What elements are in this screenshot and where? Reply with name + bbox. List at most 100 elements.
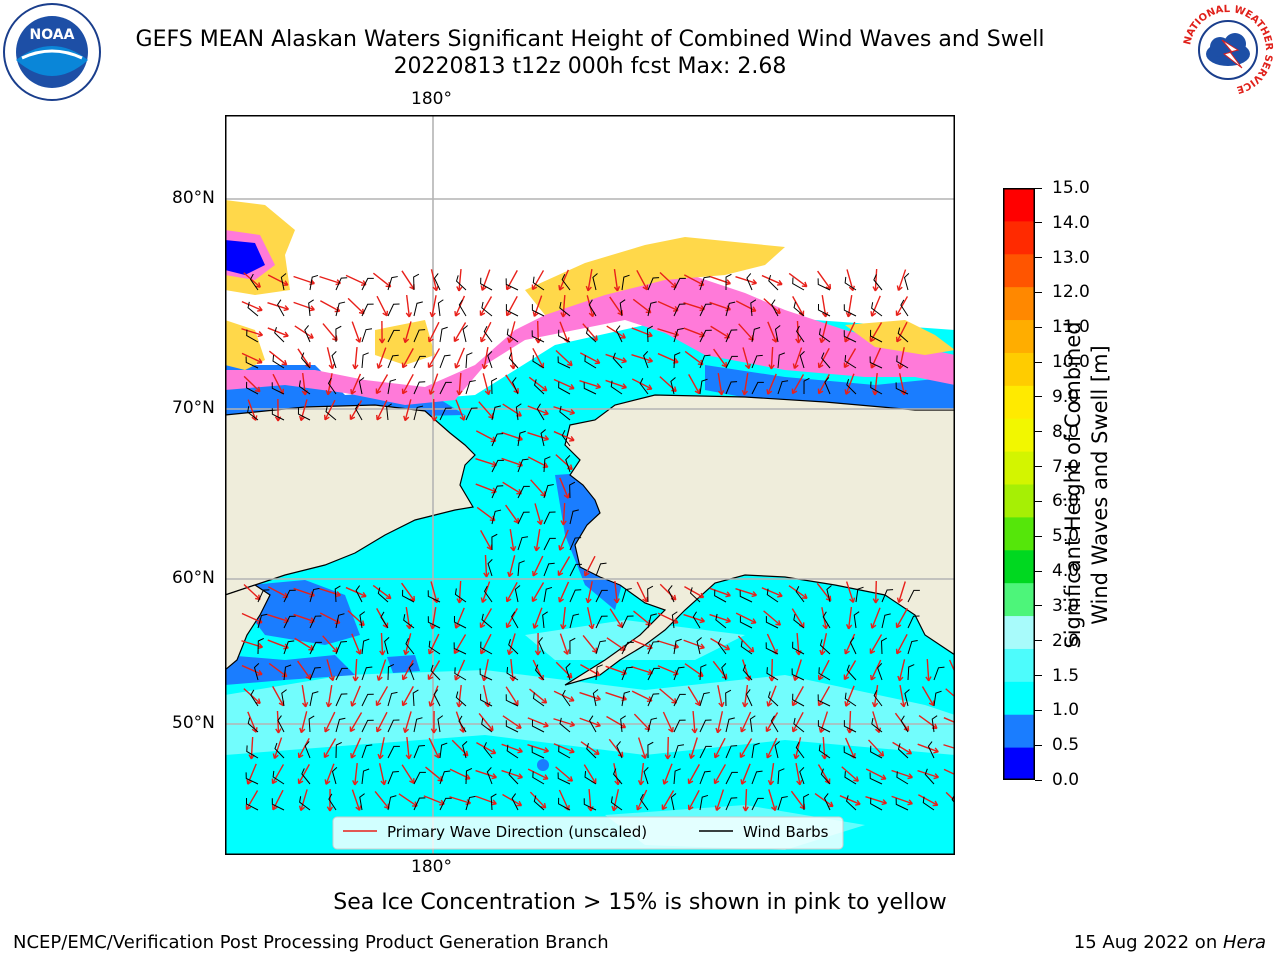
colorbar-tick-mark — [1035, 257, 1042, 259]
wind-barb — [844, 276, 857, 291]
wave-direction-arrowhead — [309, 305, 315, 312]
lat-label-80: 80°N — [172, 188, 215, 208]
wind-barb — [433, 273, 441, 291]
wave-direction-arrow — [533, 295, 543, 317]
low-wave-area — [705, 365, 955, 415]
wind-barb — [387, 719, 400, 733]
wind-barb — [387, 770, 399, 785]
wave-direction-arrowhead — [791, 388, 798, 395]
wave-direction-arrowhead — [817, 700, 824, 707]
wave-direction-arrow — [351, 633, 361, 655]
wave-direction-arrow — [587, 269, 593, 291]
wave-direction-arrowhead — [567, 464, 573, 471]
wind-barb — [533, 379, 545, 395]
colorbar-tick-mark — [1035, 431, 1042, 433]
colorbar-label-line2: Wind Waves and Swell [m] — [1088, 345, 1112, 625]
wind-barb — [931, 715, 938, 733]
wave-direction-arrow — [562, 294, 566, 318]
wave-direction-arrow — [606, 325, 626, 339]
wave-direction-arrowhead — [870, 623, 877, 629]
colorbar-label: Significant Height of Combined Wind Wave… — [1060, 285, 1120, 685]
wave-direction-arrowhead — [768, 364, 775, 370]
wave-direction-arrowhead — [907, 799, 913, 806]
wave-direction-arrow — [429, 685, 439, 707]
wind-barb — [517, 458, 529, 473]
wind-barb — [777, 768, 785, 785]
wind-barb — [792, 641, 805, 655]
wave-direction-arrowhead — [513, 700, 519, 706]
wind-barb — [870, 381, 883, 395]
wave-direction-arrow — [709, 613, 731, 623]
wind-barb — [508, 768, 519, 785]
wind-barb — [361, 328, 373, 343]
colorbar-tick-label: 13.0 — [1052, 247, 1090, 268]
wave-direction-arrow — [476, 741, 496, 755]
wave-direction-arrow — [501, 743, 523, 753]
wave-direction-arrow — [345, 586, 367, 598]
wave-direction-arrow — [631, 354, 653, 362]
wave-direction-arrowhead — [507, 337, 514, 344]
wave-direction-arrow — [431, 295, 437, 317]
wave-direction-arrowhead — [427, 362, 434, 369]
wind-barb — [271, 798, 285, 811]
wave-direction-arrowhead — [506, 649, 514, 656]
wave-direction-arrow — [428, 633, 440, 655]
wind-barb — [413, 273, 420, 291]
wave-direction-arrowhead — [721, 361, 728, 368]
wind-barb — [387, 378, 397, 395]
wind-barb — [361, 719, 374, 733]
wave-direction-arrowhead — [717, 389, 725, 396]
wave-direction-arrowhead — [491, 487, 497, 494]
wind-barb — [671, 611, 678, 629]
wave-direction-arrowhead — [324, 779, 331, 785]
wind-barb — [739, 616, 753, 629]
wind-barb — [455, 691, 467, 707]
wave-direction-arrow — [458, 268, 462, 292]
wave-direction-arrow — [847, 606, 853, 630]
wave-direction-arrow — [793, 347, 803, 369]
wind-barb — [299, 796, 311, 811]
wave-direction-arrowhead — [878, 751, 885, 757]
wave-direction-arrow — [351, 685, 361, 707]
wind-barb — [699, 664, 707, 681]
wave-direction-arrow — [639, 762, 645, 786]
wave-direction-arrowhead — [688, 753, 695, 760]
colorbar-tick-label: 1.5 — [1052, 665, 1080, 686]
swell-patch-light — [225, 670, 955, 755]
wave-direction-arrow — [528, 376, 548, 392]
wave-direction-arrow — [508, 321, 516, 343]
wave-direction-arrowhead — [532, 623, 539, 629]
wave-direction-arrow — [741, 763, 751, 785]
wave-direction-arrow — [432, 398, 436, 422]
map-frame — [225, 115, 955, 855]
wind-barb — [933, 690, 942, 707]
wave-direction-arrowhead — [536, 519, 543, 526]
wind-barb — [439, 797, 452, 811]
wave-direction-arrowhead — [484, 389, 491, 396]
wave-direction-arrowhead — [541, 698, 548, 704]
colorbar-tick-label: 0.0 — [1052, 770, 1080, 790]
wave-direction-arrow — [713, 348, 727, 368]
wave-direction-arrowhead — [401, 700, 408, 707]
wave-direction-arrowhead — [594, 358, 601, 365]
wave-direction-arrow — [892, 741, 912, 755]
wave-direction-arrow — [844, 737, 856, 759]
wave-direction-arrowhead — [540, 802, 547, 809]
colorbar-cell — [1003, 451, 1035, 485]
wind-barb — [517, 536, 529, 551]
wind-barb — [793, 301, 805, 317]
wave-direction-arrow — [606, 637, 626, 651]
wave-direction-arrowhead — [881, 799, 888, 806]
wind-barb — [673, 328, 684, 343]
wave-direction-arrow — [870, 347, 882, 369]
wave-direction-arrow — [582, 323, 598, 341]
wave-direction-arrow — [294, 637, 314, 651]
wind-barb — [725, 355, 738, 369]
wave-direction-arrowhead — [844, 389, 851, 395]
wind-barb — [361, 638, 370, 655]
noaa-logo: NOAA — [2, 2, 102, 102]
wind-barb — [543, 511, 556, 525]
wind-barb — [765, 616, 779, 629]
wave-direction-arrowhead — [817, 674, 824, 681]
wind-barb — [699, 276, 711, 291]
